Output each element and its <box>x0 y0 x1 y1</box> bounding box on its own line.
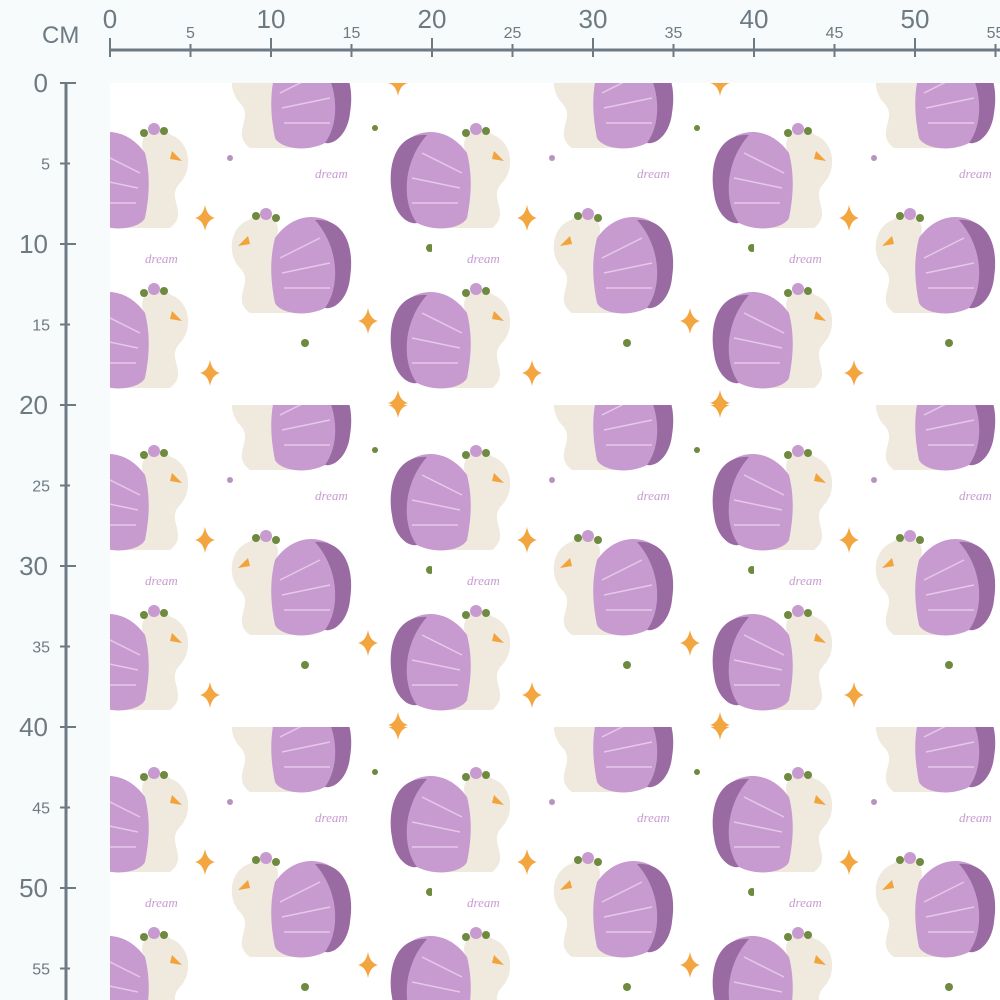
left-ruler-label: 55 <box>32 962 50 979</box>
left-ruler-label: 5 <box>41 157 50 174</box>
top-ruler-label: 50 <box>901 4 930 34</box>
top-ruler-label: 0 <box>103 4 117 34</box>
left-ruler-label: 25 <box>32 479 50 496</box>
left-ruler-label: 50 <box>19 873 48 903</box>
top-ruler-label: 25 <box>504 25 522 42</box>
left-ruler-label: 0 <box>34 68 48 98</box>
left-ruler-label: 10 <box>19 229 48 259</box>
unit-label: CM <box>42 22 80 49</box>
fabric-swatch: dream dream <box>110 83 1000 1000</box>
fabric-pattern <box>110 83 1000 1000</box>
left-ruler-label: 35 <box>32 640 50 657</box>
left-ruler-label: 30 <box>19 551 48 581</box>
top-ruler-label: 30 <box>579 4 608 34</box>
top-ruler-label: 35 <box>665 25 683 42</box>
top-ruler-label: 15 <box>343 25 361 42</box>
top-ruler-label: 40 <box>740 4 769 34</box>
left-ruler-label: 20 <box>19 390 48 420</box>
left-ruler-label: 40 <box>19 712 48 742</box>
top-ruler-label: 45 <box>826 25 844 42</box>
top-ruler-label: 55 <box>987 25 1000 42</box>
top-ruler-label: 5 <box>186 25 195 42</box>
left-ruler-label: 15 <box>32 318 50 335</box>
top-ruler-label: 20 <box>418 4 447 34</box>
left-ruler-label: 45 <box>32 801 50 818</box>
top-ruler-label: 10 <box>257 4 286 34</box>
